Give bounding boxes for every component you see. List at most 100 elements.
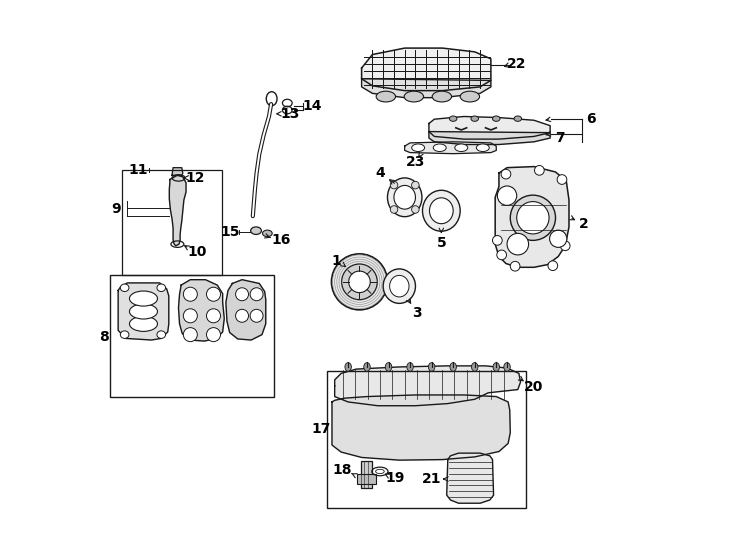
Ellipse shape <box>385 363 392 372</box>
Ellipse shape <box>345 363 352 372</box>
Ellipse shape <box>184 287 197 301</box>
Ellipse shape <box>501 169 511 179</box>
Text: 5: 5 <box>437 236 446 250</box>
Ellipse shape <box>433 144 446 152</box>
Text: 19: 19 <box>386 471 405 485</box>
Ellipse shape <box>507 233 528 255</box>
Ellipse shape <box>560 241 570 251</box>
Ellipse shape <box>129 291 158 306</box>
Text: 9: 9 <box>112 201 121 215</box>
Polygon shape <box>495 166 569 267</box>
Ellipse shape <box>449 116 457 122</box>
Ellipse shape <box>548 261 558 271</box>
Ellipse shape <box>471 363 478 372</box>
Ellipse shape <box>455 144 468 152</box>
Ellipse shape <box>120 284 129 292</box>
Ellipse shape <box>184 309 197 323</box>
Ellipse shape <box>423 190 460 231</box>
Ellipse shape <box>390 275 409 297</box>
Text: 3: 3 <box>413 306 422 320</box>
Ellipse shape <box>493 235 502 245</box>
Ellipse shape <box>250 309 263 322</box>
Ellipse shape <box>412 181 419 189</box>
Polygon shape <box>226 280 266 340</box>
Ellipse shape <box>342 264 377 300</box>
Ellipse shape <box>534 165 544 175</box>
Ellipse shape <box>510 195 556 240</box>
Polygon shape <box>362 79 491 98</box>
Text: 21: 21 <box>422 472 441 486</box>
Ellipse shape <box>504 363 510 372</box>
Ellipse shape <box>236 309 249 322</box>
Text: 12: 12 <box>186 171 205 185</box>
Bar <box>122 170 222 275</box>
Ellipse shape <box>157 284 166 292</box>
Text: 20: 20 <box>524 380 544 394</box>
Ellipse shape <box>471 116 479 122</box>
Ellipse shape <box>510 261 520 271</box>
Polygon shape <box>429 132 550 145</box>
Text: 22: 22 <box>507 57 526 71</box>
Text: 4: 4 <box>375 166 385 180</box>
Ellipse shape <box>412 206 419 213</box>
Ellipse shape <box>450 363 457 372</box>
Polygon shape <box>429 117 550 139</box>
Polygon shape <box>332 395 510 460</box>
Bar <box>327 371 526 508</box>
Text: 17: 17 <box>311 422 331 436</box>
Text: 14: 14 <box>302 99 321 113</box>
Bar <box>109 275 274 396</box>
Ellipse shape <box>476 144 490 152</box>
Ellipse shape <box>390 181 398 189</box>
Text: 7: 7 <box>555 131 564 145</box>
Text: 6: 6 <box>586 112 596 126</box>
Text: 13: 13 <box>280 107 299 121</box>
Ellipse shape <box>120 331 129 339</box>
Text: 16: 16 <box>271 233 291 247</box>
Ellipse shape <box>250 288 263 301</box>
Text: 2: 2 <box>579 217 589 231</box>
Ellipse shape <box>497 250 506 260</box>
Ellipse shape <box>498 186 517 205</box>
Ellipse shape <box>206 287 220 301</box>
Ellipse shape <box>388 178 422 217</box>
Ellipse shape <box>493 116 500 122</box>
Bar <box>357 474 376 484</box>
Text: 8: 8 <box>99 330 109 344</box>
Polygon shape <box>335 366 520 406</box>
Polygon shape <box>178 280 225 341</box>
Text: 23: 23 <box>406 156 425 169</box>
Ellipse shape <box>550 230 567 247</box>
Ellipse shape <box>332 254 388 310</box>
Ellipse shape <box>460 91 479 102</box>
Ellipse shape <box>184 328 197 342</box>
Ellipse shape <box>383 269 415 303</box>
Ellipse shape <box>250 227 261 234</box>
Text: 18: 18 <box>333 463 352 477</box>
Ellipse shape <box>514 116 522 122</box>
Ellipse shape <box>404 91 424 102</box>
Ellipse shape <box>429 198 453 224</box>
Ellipse shape <box>349 271 370 293</box>
Ellipse shape <box>236 288 249 301</box>
Ellipse shape <box>263 230 272 237</box>
Polygon shape <box>118 283 169 340</box>
Ellipse shape <box>206 309 220 323</box>
Bar <box>360 461 372 488</box>
Ellipse shape <box>129 316 158 332</box>
Ellipse shape <box>432 91 451 102</box>
Ellipse shape <box>206 328 220 342</box>
Text: 15: 15 <box>220 225 240 239</box>
Polygon shape <box>172 167 183 176</box>
Ellipse shape <box>157 331 166 339</box>
Ellipse shape <box>557 174 567 184</box>
Text: 11: 11 <box>128 163 148 177</box>
Polygon shape <box>362 48 491 91</box>
Ellipse shape <box>394 185 415 209</box>
Ellipse shape <box>376 91 396 102</box>
Ellipse shape <box>429 363 435 372</box>
Ellipse shape <box>364 363 370 372</box>
Ellipse shape <box>493 363 500 372</box>
Ellipse shape <box>390 206 398 213</box>
Polygon shape <box>447 453 493 503</box>
